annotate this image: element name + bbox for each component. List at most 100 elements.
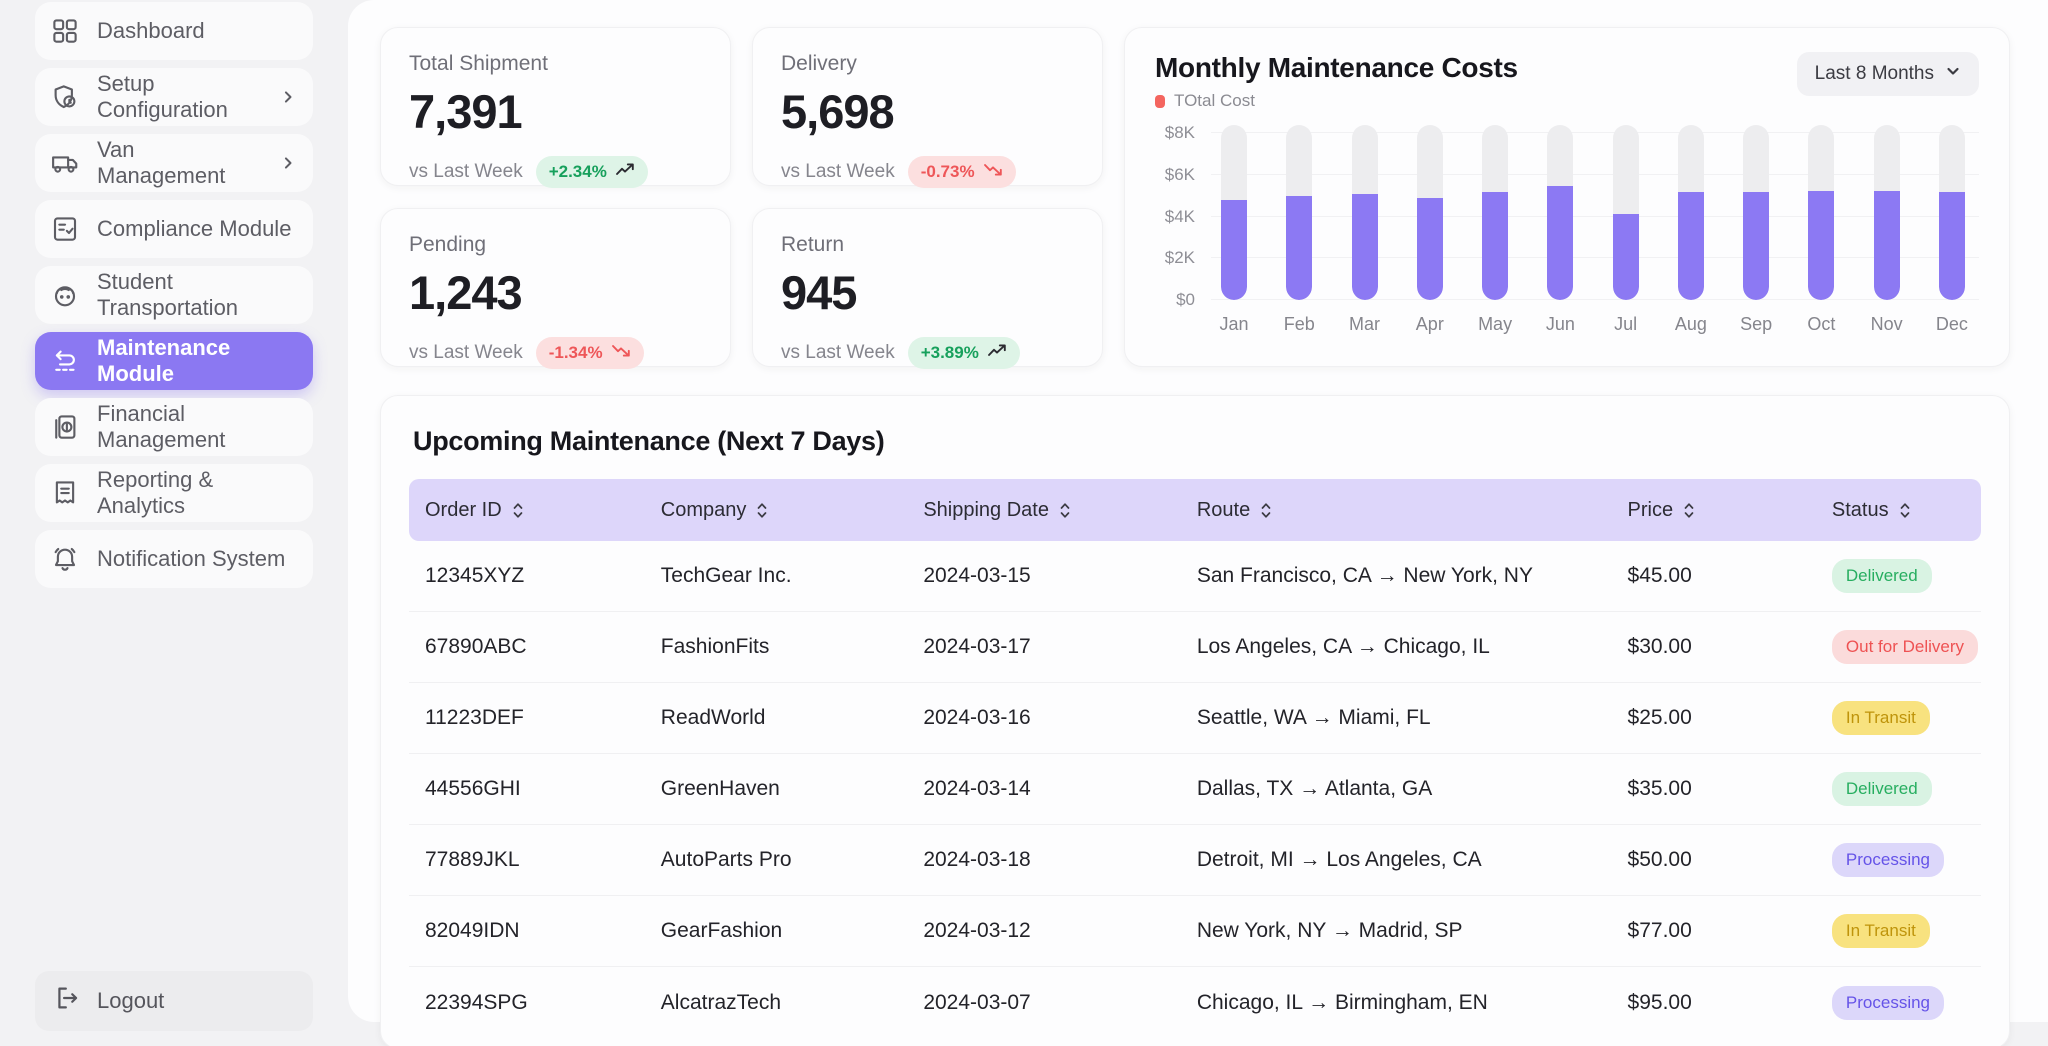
bar-fill [1874, 191, 1900, 300]
x-tick-label: Oct [1807, 314, 1835, 335]
cell-shipping-date: 2024-03-15 [907, 564, 1181, 588]
sidebar-item-label: Notification System [97, 546, 285, 572]
x-tick-label: May [1478, 314, 1512, 335]
stat-card-pending: Pending 1,243 vs Last Week -1.34% [380, 208, 731, 367]
sort-icon [511, 502, 525, 519]
sidebar: Dashboard Setup Configuration Van Manage… [0, 0, 348, 1046]
trend-badge: -0.73% [908, 156, 1016, 188]
trend-up-icon [987, 343, 1007, 363]
logout-button[interactable]: Logout [35, 971, 313, 1031]
chart-y-axis: $0$2K$4K$6K$8K [1155, 125, 1211, 300]
bell-icon [50, 544, 80, 574]
column-label: Order ID [425, 499, 502, 522]
finance-icon [50, 412, 80, 442]
bar-track [1352, 125, 1378, 300]
x-tick-label: Nov [1871, 314, 1903, 335]
cell-price: $77.00 [1612, 919, 1816, 943]
bar-oct: Oct [1808, 125, 1834, 335]
bar-fill [1808, 191, 1834, 300]
sidebar-item-compliance-module[interactable]: Compliance Module [35, 200, 313, 258]
cell-price: $30.00 [1612, 635, 1816, 659]
sidebar-item-notification-system[interactable]: Notification System [35, 530, 313, 588]
table-title: Upcoming Maintenance (Next 7 Days) [413, 426, 1981, 457]
stat-title: Return [781, 233, 1074, 257]
stat-compare-label: vs Last Week [781, 342, 895, 364]
cell-price: $35.00 [1612, 777, 1816, 801]
sidebar-item-maintenance-module[interactable]: Maintenance Module [35, 332, 313, 390]
column-header-order-id[interactable]: Order ID [409, 499, 645, 522]
stat-card-delivery: Delivery 5,698 vs Last Week -0.73% [752, 27, 1103, 186]
chevron-right-icon [278, 153, 298, 173]
column-label: Route [1197, 499, 1250, 522]
cell-route: New York, NY → Madrid, SP [1181, 919, 1612, 943]
bar-jan: Jan [1221, 125, 1247, 335]
y-tick-label: $8K [1165, 123, 1195, 143]
chart-header: Monthly Maintenance Costs TOtal Cost Las… [1155, 52, 1979, 111]
x-tick-label: Apr [1416, 314, 1444, 335]
sidebar-item-label: Maintenance Module [97, 335, 298, 387]
table-row-12345xyz: 12345XYZTechGear Inc.2024-03-15San Franc… [409, 541, 1981, 612]
status-badge-processing: Processing [1832, 986, 1944, 1020]
table-row-11223def: 11223DEFReadWorld2024-03-16Seattle, WA →… [409, 683, 1981, 754]
cell-price: $50.00 [1612, 848, 1816, 872]
column-header-shipping-date[interactable]: Shipping Date [907, 499, 1181, 522]
stat-title: Pending [409, 233, 702, 257]
top-section: Total Shipment 7,391 vs Last Week +2.34%… [380, 27, 2010, 367]
column-label: Price [1628, 499, 1674, 522]
main-panel: Total Shipment 7,391 vs Last Week +2.34%… [348, 0, 2048, 1022]
cell-company: GearFashion [645, 919, 908, 943]
sort-icon [755, 502, 769, 519]
column-header-status[interactable]: Status [1816, 499, 1981, 522]
table-row-22394spg: 22394SPGAlcatrazTech2024-03-07Chicago, I… [409, 967, 1981, 1038]
y-tick-label: $4K [1165, 207, 1195, 227]
column-header-company[interactable]: Company [645, 499, 908, 522]
sidebar-item-van-management[interactable]: Van Management [35, 134, 313, 192]
report-icon [50, 478, 80, 508]
column-label: Shipping Date [923, 499, 1049, 522]
cell-status: In Transit [1816, 701, 1981, 735]
sidebar-item-financial-management[interactable]: Financial Management [35, 398, 313, 456]
maintenance-costs-chart-card: Monthly Maintenance Costs TOtal Cost Las… [1124, 27, 2010, 367]
chart-plot-area: JanFebMarAprMayJunJulAugSepOctNovDec [1211, 125, 1979, 335]
trend-badge: +2.34% [536, 156, 648, 188]
sidebar-item-student-transportation[interactable]: Student Transportation [35, 266, 313, 324]
dashboard-page: Dashboard Setup Configuration Van Manage… [0, 0, 2048, 1046]
cell-order-id: 67890ABC [409, 635, 645, 659]
stat-value: 5,698 [781, 84, 1074, 139]
student-icon [50, 280, 80, 310]
trend-up-icon [615, 162, 635, 182]
bar-track [1286, 125, 1312, 300]
column-header-price[interactable]: Price [1612, 499, 1816, 522]
chart-legend: TOtal Cost [1155, 91, 1518, 111]
status-badge-processing: Processing [1832, 843, 1944, 877]
bar-jun: Jun [1547, 125, 1573, 335]
bar-dec: Dec [1939, 125, 1965, 335]
stats-grid: Total Shipment 7,391 vs Last Week +2.34%… [380, 27, 1103, 367]
cell-route: San Francisco, CA → New York, NY [1181, 564, 1612, 588]
cell-company: FashionFits [645, 635, 908, 659]
x-tick-label: Feb [1284, 314, 1315, 335]
cell-status: Processing [1816, 843, 1981, 877]
sidebar-item-dashboard[interactable]: Dashboard [35, 2, 313, 60]
x-tick-label: Jan [1219, 314, 1248, 335]
trend-change-value: -1.34% [549, 343, 603, 363]
y-tick-label: $2K [1165, 248, 1195, 268]
stat-card-total-shipment: Total Shipment 7,391 vs Last Week +2.34% [380, 27, 731, 186]
cell-route: Detroit, MI → Los Angeles, CA [1181, 848, 1612, 872]
sidebar-item-reporting-analytics[interactable]: Reporting & Analytics [35, 464, 313, 522]
cell-price: $45.00 [1612, 564, 1816, 588]
x-tick-label: Sep [1740, 314, 1772, 335]
trend-badge: +3.89% [908, 337, 1020, 369]
cell-status: Out for Delivery [1816, 630, 1981, 664]
sidebar-item-setup-configuration[interactable]: Setup Configuration [35, 68, 313, 126]
sort-icon [1058, 502, 1072, 519]
cell-status: Processing [1816, 986, 1981, 1020]
column-header-route[interactable]: Route [1181, 499, 1612, 522]
cell-order-id: 82049IDN [409, 919, 645, 943]
bar-sep: Sep [1743, 125, 1769, 335]
sidebar-item-label: Setup Configuration [97, 71, 261, 123]
sidebar-nav: Dashboard Setup Configuration Van Manage… [0, 2, 348, 588]
trend-badge: -1.34% [536, 337, 644, 369]
cell-order-id: 22394SPG [409, 991, 645, 1015]
range-selector-dropdown[interactable]: Last 8 Months [1797, 52, 1979, 96]
